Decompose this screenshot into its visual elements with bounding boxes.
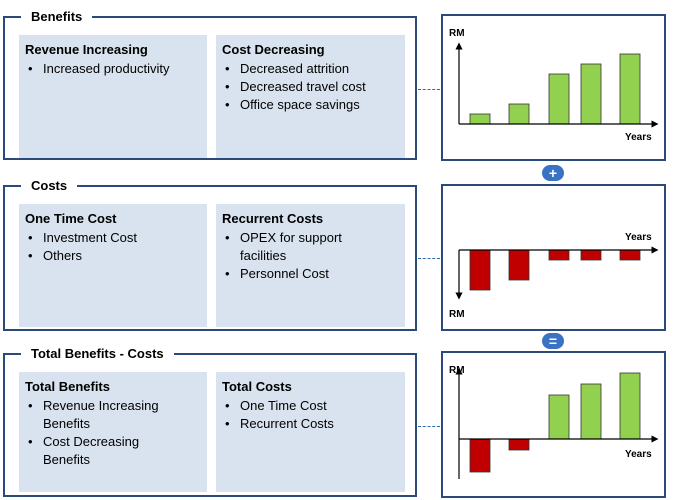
total-section-title: Total Benefits - Costs (21, 345, 174, 363)
costs-chart: RM Years (441, 184, 666, 331)
total-chart: RM Years (441, 351, 666, 498)
list-item: Cost Decreasing Benefits (25, 433, 175, 469)
list-item: OPEX for support facilities (222, 229, 372, 265)
costs-section-title: Costs (21, 177, 78, 195)
chart-bar (548, 73, 570, 125)
plus-operator: + (542, 165, 564, 181)
recurrent-costs-list: OPEX for support facilities Personnel Co… (222, 229, 372, 283)
connector-costs (418, 258, 440, 259)
one-time-cost-title: One Time Cost (25, 211, 117, 226)
recurrent-costs-title: Recurrent Costs (222, 211, 324, 226)
recurrent-costs-box: Recurrent Costs OPEX for support facilit… (216, 204, 405, 327)
list-item: Decreased attrition (222, 60, 405, 78)
costs-section: Costs One Time Cost Investment Cost Othe… (3, 177, 417, 331)
chart-bar (548, 249, 570, 261)
connector-total (418, 426, 440, 427)
chart-bar (508, 438, 530, 451)
one-time-cost-box: One Time Cost Investment Cost Others (19, 204, 207, 327)
benefits-chart-svg: RM Years (449, 28, 659, 143)
chart-bar (469, 438, 491, 473)
list-item: Others (25, 247, 207, 265)
chart-bar (580, 249, 602, 261)
list-item: Increased productivity (25, 60, 207, 78)
list-item: One Time Cost (222, 397, 405, 415)
chart-bar (469, 113, 491, 125)
list-item: Office space savings (222, 96, 405, 114)
x-axis-label: Years (625, 132, 652, 143)
cost-decreasing-box: Cost Decreasing Decreased attrition Decr… (216, 35, 405, 158)
connector-benefits (418, 89, 440, 90)
chart-bar (508, 249, 530, 281)
total-costs-list: One Time Cost Recurrent Costs (222, 397, 405, 433)
chart-bar (580, 383, 602, 440)
x-axis-label: Years (625, 232, 652, 243)
benefits-section-title: Benefits (21, 8, 93, 26)
list-item: Personnel Cost (222, 265, 372, 283)
y-axis-label: RM (449, 28, 465, 39)
chart-bar (619, 53, 641, 125)
revenue-increasing-list: Increased productivity (25, 60, 207, 78)
list-item: Investment Cost (25, 229, 207, 247)
benefits-chart: RM Years (441, 14, 666, 161)
total-benefits-list: Revenue Increasing Benefits Cost Decreas… (25, 397, 175, 469)
y-axis-label: RM (449, 309, 465, 320)
benefits-section: Benefits Revenue Increasing Increased pr… (3, 8, 417, 160)
chart-bar (580, 63, 602, 125)
total-costs-title: Total Costs (222, 379, 292, 394)
list-item: Recurrent Costs (222, 415, 405, 433)
chart-bar (619, 249, 641, 261)
chart-bar (619, 372, 641, 440)
total-chart-svg: RM Years (449, 365, 659, 479)
list-item: Decreased travel cost (222, 78, 405, 96)
revenue-increasing-title: Revenue Increasing (25, 42, 148, 57)
one-time-cost-list: Investment Cost Others (25, 229, 207, 265)
chart-bar (508, 103, 530, 125)
equals-operator: = (542, 333, 564, 349)
list-item: Revenue Increasing Benefits (25, 397, 175, 433)
y-axis-label: RM (449, 365, 465, 376)
total-costs-box: Total Costs One Time Cost Recurrent Cost… (216, 372, 405, 492)
total-section: Total Benefits - Costs Total Benefits Re… (3, 345, 417, 497)
total-benefits-box: Total Benefits Revenue Increasing Benefi… (19, 372, 207, 492)
revenue-increasing-box: Revenue Increasing Increased productivit… (19, 35, 207, 158)
cost-decreasing-list: Decreased attrition Decreased travel cos… (222, 60, 405, 114)
chart-bar (469, 249, 491, 291)
costs-chart-svg: RM Years (449, 232, 659, 320)
chart-bar (548, 394, 570, 440)
x-axis-label: Years (625, 449, 652, 460)
total-benefits-title: Total Benefits (25, 379, 110, 394)
cost-decreasing-title: Cost Decreasing (222, 42, 325, 57)
